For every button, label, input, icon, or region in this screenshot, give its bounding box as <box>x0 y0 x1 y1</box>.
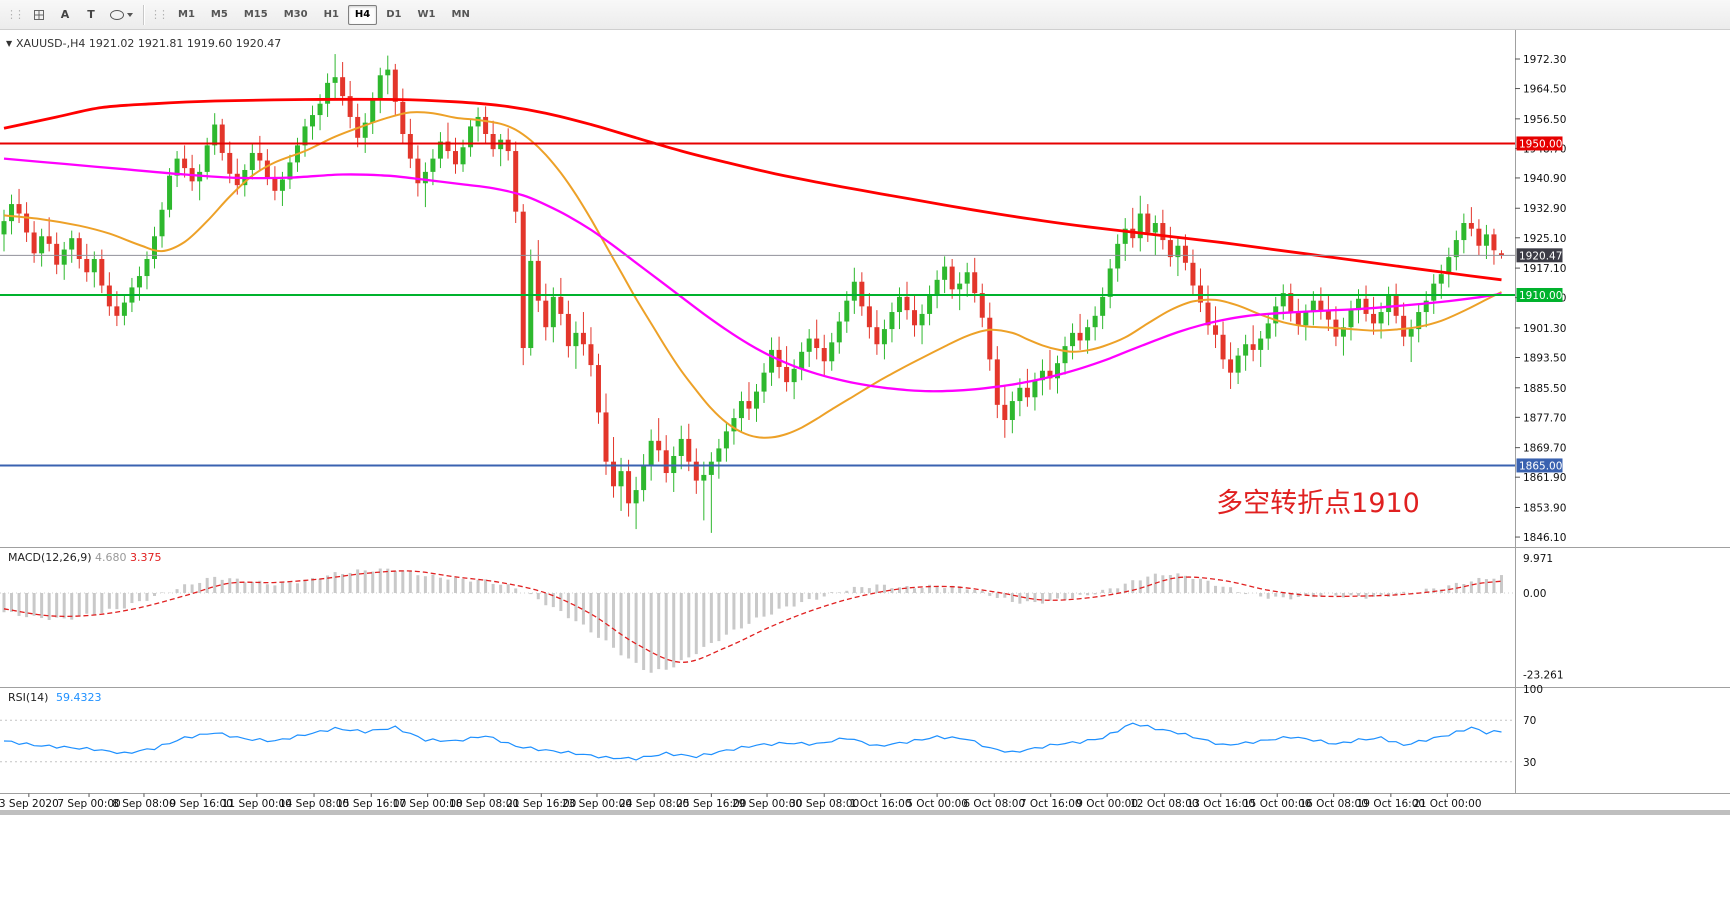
time-axis-label: 7 Oct 16:00 <box>1020 798 1082 810</box>
time-axis-label: 12 Oct 08:00 <box>1130 798 1198 810</box>
chart-canvas[interactable]: 1972.301964.501956.501948.701940.901932.… <box>0 30 1730 816</box>
time-axis-label: 3 Sep 2020 <box>0 798 59 810</box>
ma-red-line <box>3 97 1502 282</box>
time-axis-label: 13 Oct 16:00 <box>1187 798 1255 810</box>
candlestick-series <box>1 54 1504 533</box>
timeframe-button-M15[interactable]: M15 <box>237 5 275 25</box>
symbol-info-line: XAUUSD-,H4 1921.02 1921.81 1919.60 1920.… <box>16 37 281 50</box>
chart-annotation-text[interactable]: 多空转折点1910 <box>1216 488 1420 519</box>
toolbar-drag-handle[interactable]: ⋮⋮ <box>6 8 25 21</box>
rsi-indicator-label: RSI(14) <box>8 691 48 704</box>
macd-signal-line <box>3 570 1502 663</box>
price-axis-label: 1893.50 <box>1523 352 1566 364</box>
ma-magenta-line <box>3 157 1502 393</box>
ellipse-icon <box>110 9 124 20</box>
time-axis-label: 16 Oct 08:00 <box>1299 798 1367 810</box>
price-axis-label: 1853.90 <box>1523 502 1566 514</box>
timeframe-button-H1[interactable]: H1 <box>317 5 346 25</box>
timeframe-button-M5[interactable]: M5 <box>204 5 235 25</box>
time-axis-label: 6 Oct 08:00 <box>963 798 1025 810</box>
time-axis-label: 18 Sep 08:00 <box>449 798 519 810</box>
price-axis-label: 1861.90 <box>1523 472 1566 484</box>
macd-main-value: 4.680 <box>95 551 127 564</box>
price-badge-1950.00[interactable] <box>1516 136 1563 151</box>
time-axis-label: 14 Sep 08:00 <box>279 798 349 810</box>
time-axis-label: 7 Sep 00:00 <box>57 798 120 810</box>
price-axis-label: 1877.70 <box>1523 412 1566 424</box>
price-badge-1910.00-text: 1910.00 <box>1519 290 1562 302</box>
time-axis-label: 19 Oct 16:00 <box>1357 798 1425 810</box>
time-axis-label: 5 Oct 00:00 <box>906 798 968 810</box>
time-axis-label: 17 Sep 00:00 <box>393 798 463 810</box>
current-price-badge[interactable] <box>1516 248 1563 263</box>
timeframe-button-M30[interactable]: M30 <box>277 5 315 25</box>
timeframe-button-H4[interactable]: H4 <box>347 4 378 25</box>
time-axis-label: 29 Sep 00:00 <box>732 798 802 810</box>
rsi-axis-label: 70 <box>1523 715 1536 727</box>
time-axis-label: 11 Sep 00:00 <box>222 798 292 810</box>
time-axis-label: 23 Sep 00:00 <box>562 798 632 810</box>
moving-average-lines <box>3 97 1502 439</box>
time-axis-label: 9 Sep 16:00 <box>169 798 232 810</box>
timeframe-button-D1[interactable]: D1 <box>379 5 408 25</box>
label-tool-button[interactable]: A <box>53 4 77 26</box>
time-axis-label: 24 Sep 08:00 <box>619 798 689 810</box>
price-axis-label: 1964.50 <box>1523 84 1566 96</box>
timeframe-button-M1[interactable]: M1 <box>171 5 202 25</box>
symbol-marker-icon: ▼ <box>6 39 13 48</box>
timeframe-toolbar: M1 M5 M15 M30 H1 H4 D1 W1 MN <box>170 4 478 25</box>
price-axis-label: 1940.90 <box>1523 173 1566 185</box>
price-axis-label: 1956.50 <box>1523 114 1566 126</box>
dropdown-caret-icon <box>127 12 133 17</box>
timeframe-drag-handle[interactable]: ⋮⋮ <box>150 8 169 21</box>
time-axis-label: 30 Sep 08:00 <box>789 798 859 810</box>
grid-tool-button[interactable] <box>27 4 51 26</box>
current-price-badge-text: 1920.47 <box>1519 250 1562 262</box>
macd-axis-label: -23.261 <box>1523 669 1564 681</box>
price-axis-label: 1901.30 <box>1523 323 1566 335</box>
time-axis-label: 15 Oct 00:00 <box>1243 798 1311 810</box>
text-tool-button[interactable]: T <box>79 4 103 26</box>
price-axis-label: 1846.10 <box>1523 532 1566 544</box>
rsi-value: 59.4323 <box>56 691 102 704</box>
price-axis-label: 1925.10 <box>1523 233 1566 245</box>
macd-indicator-label: MACD(12,26,9) <box>8 551 92 564</box>
timeframe-button-MN[interactable]: MN <box>445 5 477 25</box>
price-axis-label: 1932.90 <box>1523 203 1566 215</box>
horizontal-scrollbar[interactable] <box>0 810 1730 815</box>
toolbar-separator <box>143 4 144 25</box>
time-axis-label: 15 Sep 16:00 <box>336 798 406 810</box>
horizontal-level-lines[interactable] <box>0 142 1515 467</box>
price-badges: 1950.00 1910.00 1865.00 1920.47 <box>1516 136 1563 473</box>
time-axis-label: 1 Oct 16:00 <box>850 798 912 810</box>
time-axis-label: 25 Sep 16:00 <box>676 798 746 810</box>
price-axis-label: 1885.50 <box>1523 383 1566 395</box>
main-toolbar: ⋮⋮ A T ⋮⋮ M1 M5 M15 M30 H1 H4 D1 W1 MN <box>0 0 1730 30</box>
shapes-dropdown-button[interactable] <box>105 4 138 26</box>
price-axis-label: 1917.10 <box>1523 263 1566 275</box>
price-badge-1910.00[interactable] <box>1516 287 1563 302</box>
macd-axis-label: 9.971 <box>1523 553 1553 565</box>
price-badge-1950.00-text: 1950.00 <box>1519 138 1562 150</box>
price-badge-1865.00-text: 1865.00 <box>1519 460 1562 472</box>
macd-signal-value: 3.375 <box>130 551 162 564</box>
price-badge-1865.00[interactable] <box>1516 458 1563 473</box>
time-axis-label: 21 Sep 16:00 <box>506 798 576 810</box>
ma-orange-line <box>3 111 1502 439</box>
price-axis-label: 1869.70 <box>1523 443 1566 455</box>
time-axis-label: 9 Oct 00:00 <box>1076 798 1138 810</box>
rsi-axis-label: 30 <box>1523 757 1536 769</box>
rsi-axis-label: 100 <box>1523 684 1543 696</box>
grid-icon <box>34 9 44 20</box>
macd-axis-label: 0.00 <box>1523 588 1546 600</box>
time-axis-label: 21 Oct 00:00 <box>1413 798 1481 810</box>
timeframe-button-W1[interactable]: W1 <box>411 5 443 25</box>
time-axis-label: 8 Sep 08:00 <box>112 798 175 810</box>
price-axis-label: 1972.30 <box>1523 54 1566 66</box>
rsi-line <box>3 722 1502 761</box>
